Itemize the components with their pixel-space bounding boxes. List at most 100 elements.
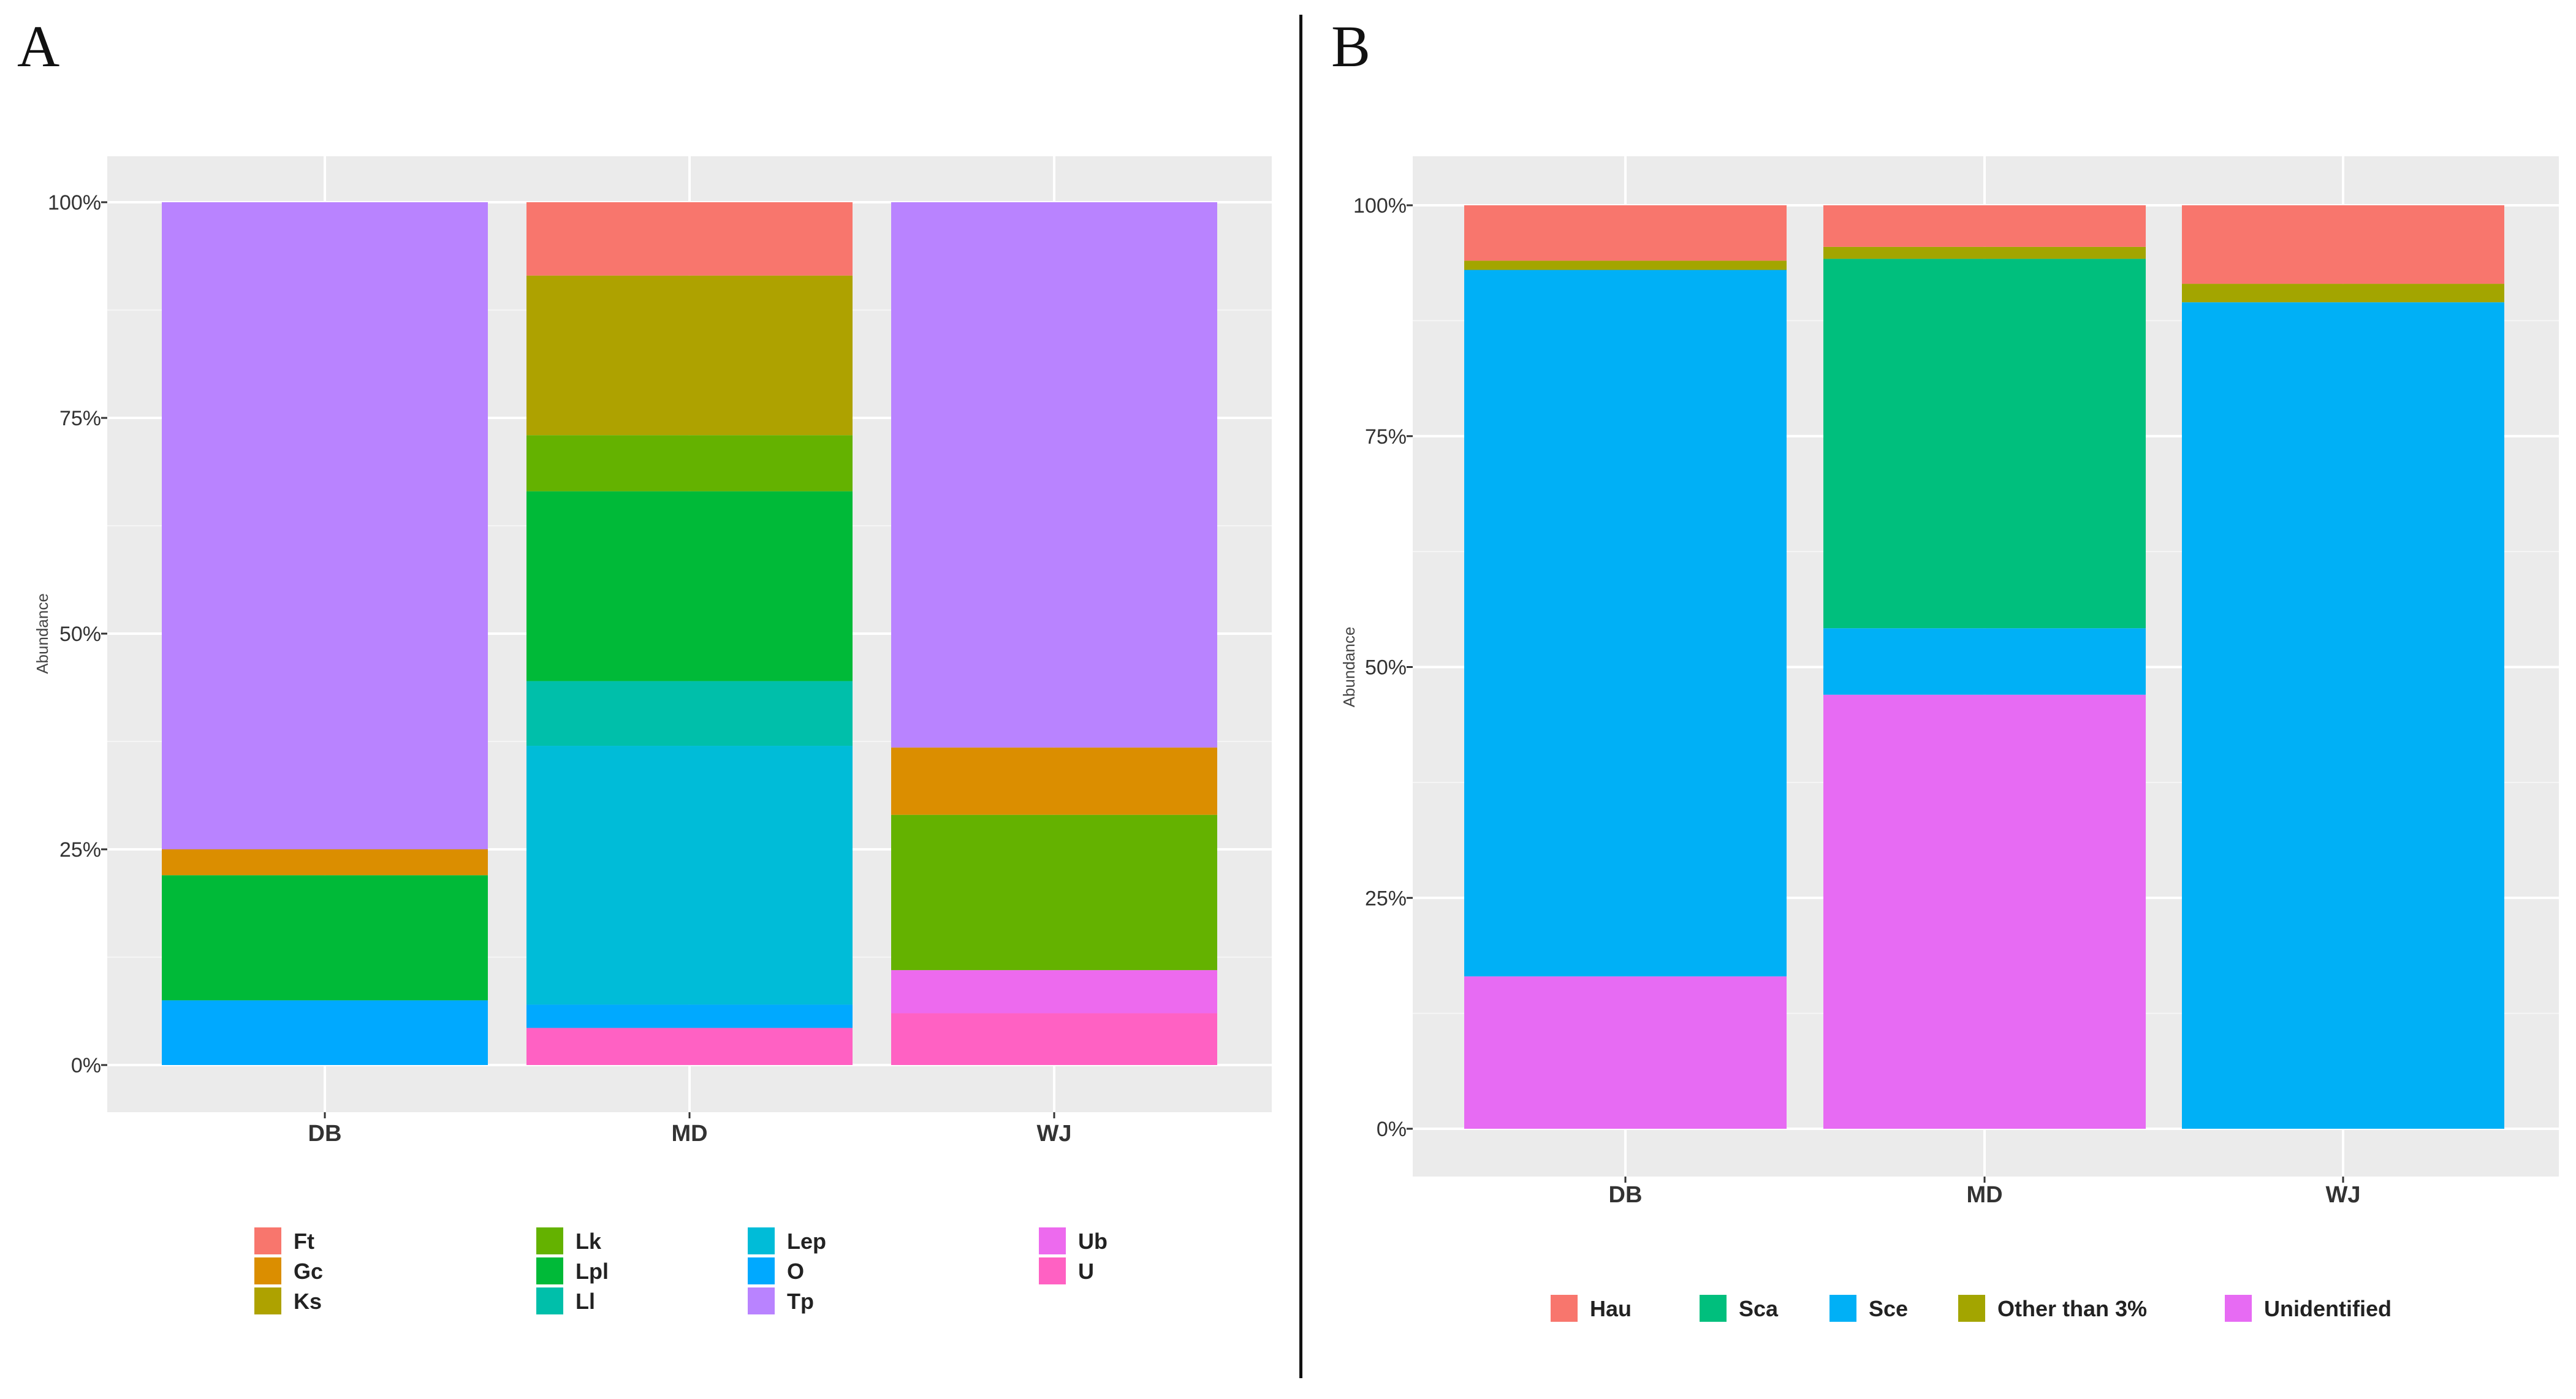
legend-label: Tp — [787, 1289, 814, 1314]
x-category-label: WJ — [2326, 1182, 2361, 1208]
legend-item-ft: Ft — [254, 1227, 314, 1254]
y-tick-label: 25% — [1365, 887, 1407, 910]
legend-label: Hau — [1590, 1296, 1632, 1321]
legend-label: Unidentified — [2264, 1296, 2392, 1321]
bar-segment-a-md-ks — [526, 275, 853, 436]
panel-label-a: A — [17, 13, 60, 79]
chart-b: 0% 25% 50% 75% 100% Abundance DB MD WJ Hau Sca Sce O… — [1340, 156, 2559, 1322]
legend-item-ks: Ks — [254, 1287, 322, 1314]
legend-item-sce: Sce — [1829, 1295, 1908, 1322]
bar-segment-a-db-o — [162, 1000, 488, 1065]
legend-swatch — [1039, 1257, 1066, 1284]
legend-swatch — [254, 1287, 281, 1314]
bar-segment-b-db-other-than-3- — [1464, 260, 1787, 270]
bar-segment-a-db-lpl — [162, 875, 488, 1001]
bar-segment-b-db-sce — [1464, 270, 1787, 977]
y-axis-label: Abundance — [1340, 627, 1358, 708]
legend-item-tp: Tp — [748, 1287, 814, 1314]
y-axis-label: Abundance — [33, 593, 51, 674]
bar-segment-b-md-sce — [1823, 628, 2146, 695]
bar-segment-b-wj-hau — [2182, 205, 2504, 284]
y-tick-label: 25% — [59, 838, 101, 862]
bar-segment-b-md-unidentified — [1823, 694, 2146, 1129]
y-tick-label: 100% — [1353, 194, 1407, 218]
legend-label: Ub — [1078, 1229, 1108, 1254]
chart-a: 0% 25% 50% 75% 100% Abundance DB MD WJ Ft Gc Ks Lk Lp… — [33, 156, 1272, 1314]
bar-segment-b-db-unidentified — [1464, 976, 1787, 1129]
y-tick-label: 100% — [48, 191, 101, 214]
legend-item-gc: Gc — [254, 1257, 323, 1284]
legend-swatch — [254, 1257, 281, 1284]
legend-label: Gc — [294, 1259, 323, 1284]
legend-label: Lpl — [576, 1259, 609, 1284]
legend-swatch — [2225, 1295, 2252, 1322]
bar-segment-a-wj-ub — [891, 970, 1217, 1014]
legend-label: Lep — [787, 1229, 826, 1254]
legend-label: Lk — [576, 1229, 602, 1254]
bar-segment-b-md-sca — [1823, 259, 2146, 629]
bar-segment-a-md-u — [526, 1028, 853, 1065]
legend-label: U — [1078, 1259, 1094, 1284]
y-tick-label: 50% — [59, 623, 101, 646]
bar-segment-a-md-ll — [526, 681, 853, 746]
legend-item-ll: Ll — [536, 1287, 595, 1314]
legend-label: Ks — [294, 1289, 322, 1314]
bar-segment-b-md-other-than-3- — [1823, 246, 2146, 259]
bar-segment-a-md-lep — [526, 746, 853, 1005]
legend-swatch — [748, 1287, 775, 1314]
legend-swatch — [748, 1227, 775, 1254]
legend-item-other-than-3-: Other than 3% — [1958, 1295, 2147, 1322]
legend-item-lk: Lk — [536, 1227, 602, 1254]
x-category-label: WJ — [1037, 1121, 1072, 1147]
legend-label: Ft — [294, 1229, 314, 1254]
bar-segment-a-md-ft — [526, 202, 853, 276]
legend-item-lep: Lep — [748, 1227, 826, 1254]
bar-segment-a-md-lpl — [526, 491, 853, 681]
legend-swatch — [1039, 1227, 1066, 1254]
x-category-label: MD — [1966, 1182, 2002, 1208]
y-tick-label: 75% — [1365, 425, 1407, 449]
x-category-label: DB — [308, 1121, 342, 1147]
legend-label: Sca — [1739, 1296, 1779, 1321]
legend-item-o: O — [748, 1257, 804, 1284]
legend-item-unidentified: Unidentified — [2225, 1295, 2392, 1322]
x-category-label: DB — [1609, 1182, 1643, 1208]
bar-segment-b-wj-sce — [2182, 302, 2504, 1129]
legend-label: O — [787, 1259, 804, 1284]
legend-item-lpl: Lpl — [536, 1257, 609, 1284]
bar-segment-a-md-o — [526, 1004, 853, 1028]
bar-segment-a-wj-tp — [891, 202, 1217, 748]
legend-item-hau: Hau — [1551, 1295, 1632, 1322]
legend-swatch — [536, 1227, 563, 1254]
legend-item-u: U — [1039, 1257, 1094, 1284]
panel-label-b: B — [1331, 13, 1371, 79]
legend-item-sca: Sca — [1700, 1295, 1779, 1322]
bar-segment-a-wj-gc — [891, 747, 1217, 815]
x-category-label: MD — [671, 1121, 707, 1147]
y-tick-label: 75% — [59, 407, 101, 430]
bar-segment-a-wj-lk — [891, 814, 1217, 971]
bar-segment-a-db-gc — [162, 849, 488, 876]
y-tick-label: 0% — [71, 1054, 101, 1077]
y-tick-label: 50% — [1365, 656, 1407, 680]
bar-segment-a-md-lk — [526, 435, 853, 491]
legend-swatch — [536, 1287, 563, 1314]
legend-swatch — [1958, 1295, 1985, 1322]
legend-swatch — [1829, 1295, 1856, 1322]
panel-divider — [1299, 15, 1302, 1378]
legend-swatch — [254, 1227, 281, 1254]
legend-swatch — [1700, 1295, 1727, 1322]
bar-segment-a-wj-u — [891, 1013, 1217, 1065]
bar-segment-b-md-hau — [1823, 205, 2146, 247]
legend-label: Ll — [576, 1289, 595, 1314]
legend-swatch — [748, 1257, 775, 1284]
bar-segment-b-db-hau — [1464, 205, 1787, 261]
legend-label: Sce — [1869, 1296, 1908, 1321]
legend-item-ub: Ub — [1039, 1227, 1108, 1254]
legend-label: Other than 3% — [1997, 1296, 2147, 1321]
bar-segment-b-wj-other-than-3- — [2182, 284, 2504, 303]
legend-swatch — [536, 1257, 563, 1284]
bar-segment-a-db-tp — [162, 202, 488, 849]
legend-swatch — [1551, 1295, 1578, 1322]
